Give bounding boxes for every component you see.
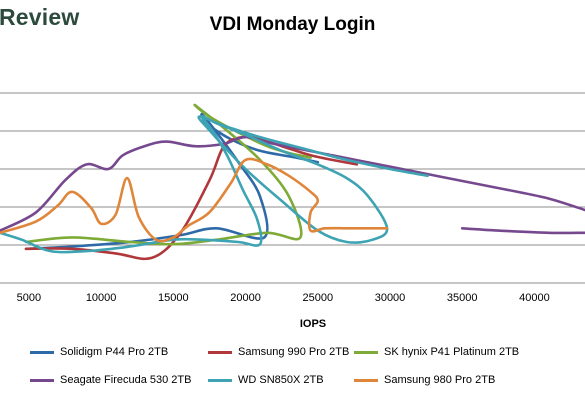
legend-label: Samsung 990 Pro 2TB: [238, 346, 350, 358]
x-tick-label-30000: 30000: [375, 292, 406, 304]
legend-swatch: [30, 350, 54, 354]
legend-item: Seagate Firecuda 530 2TB: [30, 374, 191, 386]
series-line-2: [24, 135, 359, 261]
legend-item: Samsung 980 Pro 2TB: [354, 374, 495, 386]
brand-logo: Review: [0, 4, 80, 30]
legend-label: Solidigm P44 Pro 2TB: [60, 346, 169, 358]
legend-item: SK hynix P41 Platinum 2TB: [354, 346, 519, 358]
legend-item: WD SN850X 2TB: [208, 374, 324, 386]
x-tick-label-10000: 10000: [86, 292, 117, 304]
legend-label: Samsung 980 Pro 2TB: [384, 374, 496, 386]
legend-label: WD SN850X 2TB: [238, 374, 324, 386]
legend-label: Seagate Firecuda 530 2TB: [60, 374, 192, 386]
legend-swatch: [354, 350, 378, 354]
legend-item: Solidigm P44 Pro 2TB: [30, 346, 168, 358]
series-line-6: [0, 157, 389, 243]
series-line-5: [0, 115, 429, 254]
legend-swatch: [208, 378, 232, 382]
chart-title: VDI Monday Login: [209, 14, 376, 35]
legend-item: Samsung 990 Pro 2TB: [208, 346, 349, 358]
legend-swatch: [208, 350, 232, 354]
x-tick-label-15000: 15000: [158, 292, 189, 304]
x-tick-label-35000: 35000: [447, 292, 478, 304]
x-tick-label-5000: 5000: [17, 292, 41, 304]
x-axis-title: IOPS: [300, 318, 326, 330]
x-tick-label-40000: 40000: [519, 292, 550, 304]
legend-swatch: [30, 378, 54, 382]
x-tick-label-25000: 25000: [302, 292, 333, 304]
legend-label: SK hynix P41 Platinum 2TB: [384, 346, 520, 358]
legend-swatch: [354, 378, 378, 382]
series-line-4: [0, 135, 585, 235]
series-line-1: [24, 112, 320, 251]
x-tick-label-20000: 20000: [230, 292, 261, 304]
